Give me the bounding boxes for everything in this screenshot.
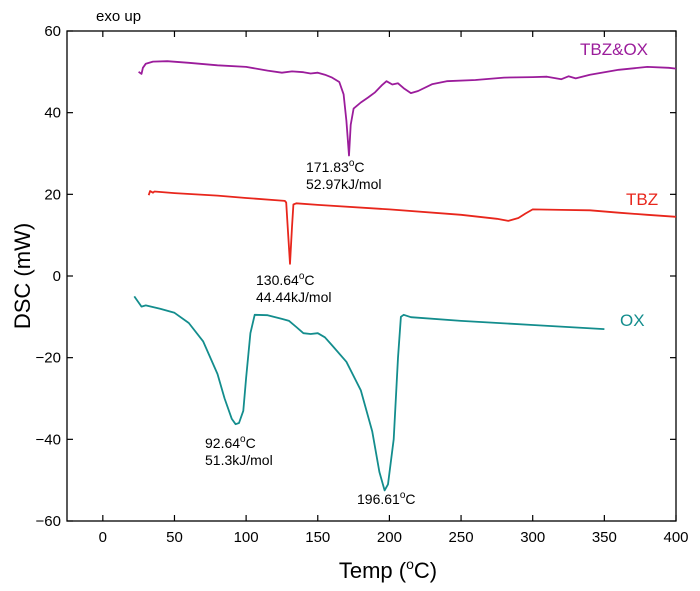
series-line-tbz-ox (138, 60, 677, 157)
annotation-ox-peak1-energy: 51.3kJ/mol (205, 452, 273, 468)
annotation-ox-peak1-temp: 92.64oC (205, 434, 256, 451)
plot-frame (66, 30, 677, 522)
y-tick-label-0: −60 (36, 513, 61, 530)
x-axis: 0 50 100 150 200 250 300 350 400 (99, 31, 689, 546)
x-axis-title: Temp (oC) (339, 556, 437, 583)
y-tick-label-3: 0 (53, 268, 61, 285)
y-axis: −60 −40 −20 0 20 40 60 (36, 23, 676, 530)
x-tick-label-1: 50 (166, 529, 183, 546)
y-tick-label-2: −20 (36, 350, 61, 367)
y-tick-label-5: 40 (44, 105, 61, 122)
y-axis-title: DSC (mW) (10, 223, 35, 329)
annotation-tbz-energy: 44.44kJ/mol (256, 289, 331, 305)
x-tick-label-5: 250 (449, 529, 474, 546)
x-tick-label-4: 200 (377, 529, 402, 546)
series-line-tbz (147, 190, 677, 265)
y-tick-label-4: 20 (44, 186, 61, 203)
x-tick-label-6: 300 (520, 529, 545, 546)
annotation-tbz-temp: 130.64oC (256, 271, 315, 288)
series-line-ox (133, 295, 605, 492)
series-label-tbzox: TBZ&OX (580, 40, 648, 59)
y-tick-label-1: −40 (36, 431, 61, 448)
annotation-tbzox-temp: 171.83oC (306, 158, 365, 175)
annotation-tbzox-energy: 52.97kJ/mol (306, 176, 381, 192)
x-tick-label-8: 400 (663, 529, 688, 546)
annotation-ox-peak2-temp: 196.61oC (357, 490, 416, 507)
x-tick-label-2: 100 (234, 529, 259, 546)
series-label-tbz: TBZ (626, 190, 658, 209)
series-layer (133, 60, 677, 492)
y-tick-label-6: 60 (44, 23, 61, 40)
corner-note-exo-up: exo up (96, 8, 141, 25)
series-label-ox: OX (620, 311, 645, 330)
x-tick-label-7: 350 (592, 529, 617, 546)
x-tick-label-0: 0 (99, 529, 107, 546)
x-tick-label-3: 150 (305, 529, 330, 546)
